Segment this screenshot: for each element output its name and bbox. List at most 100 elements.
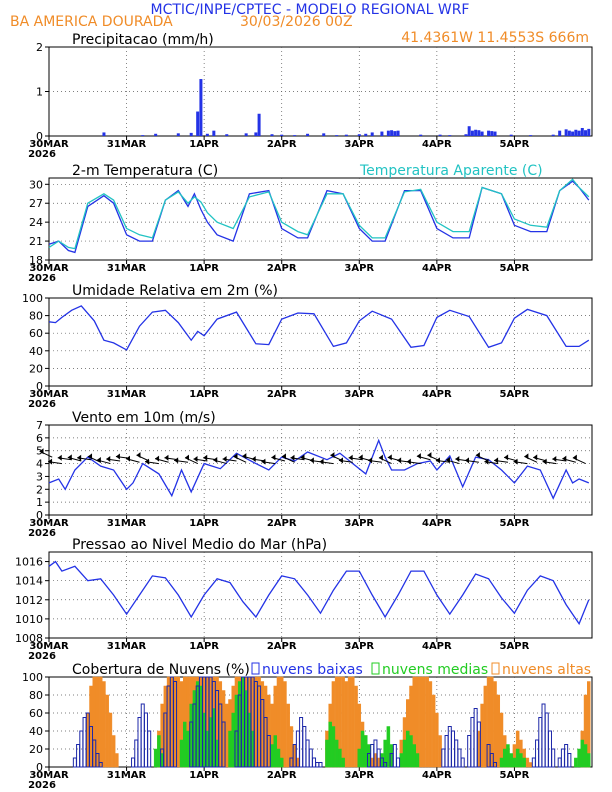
panel-precip: 0 1 2 30MAR 31MAR 1APR 2APR 3APR 4APR 5APR 2026 Pre… [28, 32, 593, 160]
panel-title: Cobertura de Nuvens (%) [72, 662, 250, 678]
panel-frame [48, 297, 593, 387]
cloud-bar-nuvens-altas [351, 676, 355, 768]
wind-arrow-head [184, 454, 189, 461]
cloud-bar-nuvens-baixas [567, 753, 572, 768]
wind-arrow-head [106, 456, 111, 463]
precip-bar [357, 134, 361, 136]
wind-arrow-head [416, 453, 421, 460]
cloud-bar-nuvens-medias [499, 757, 504, 768]
x-tick-label: 30MAR [29, 139, 69, 150]
wind-arrow-head [475, 452, 480, 459]
x-tick-label: 4APR [422, 139, 452, 150]
y-tick-label: 100 [22, 671, 43, 684]
cloud-bar-nuvens-baixas [460, 757, 465, 768]
y-tick-label: 4 [36, 458, 43, 471]
cloud-bar-nuvens-altas [431, 694, 436, 768]
precip-bar [154, 133, 158, 136]
cloud-bar-nuvens-baixas [221, 721, 226, 768]
wind-arrow-head [465, 457, 470, 464]
cloud-bar-nuvens-medias [334, 739, 339, 768]
precip-bar [470, 130, 474, 136]
precip-bar [257, 113, 261, 136]
x-tick-label: 4APR [422, 263, 452, 274]
series-line-humidity-0 [48, 305, 590, 351]
cloud-bar-nuvens-altas [418, 676, 423, 768]
wind-arrow-head [524, 453, 529, 460]
x-axis-year: 2026 [28, 399, 56, 410]
precip-bar [587, 128, 591, 136]
y-tick-label: 24 [29, 216, 43, 229]
wind-arrow-head [145, 458, 150, 465]
legend-label: nuvens medias [382, 662, 488, 678]
panel-title: Pressao ao Nivel Medio do Mar (hPa) [72, 537, 327, 553]
x-tick-label: 30MAR [29, 641, 69, 652]
cloud-bar-nuvens-baixas [173, 681, 178, 768]
wind-arrow-head [455, 456, 460, 463]
cloud-bar-nuvens-medias [522, 757, 526, 768]
precip-bar [464, 134, 468, 136]
precip-bar [577, 130, 581, 136]
x-tick-label: 5APR [500, 641, 530, 652]
precip-bar [306, 133, 310, 136]
y-tick-label: 6 [36, 432, 43, 445]
y-tick-label: 20 [29, 362, 43, 375]
cloud-bar-nuvens-medias [574, 757, 578, 768]
cloud-bar-nuvens-medias [519, 753, 523, 768]
precip-bar [529, 135, 533, 136]
cloud-bar-nuvens-medias [179, 739, 184, 768]
precip-bar [574, 129, 578, 136]
y-tick-label: 60 [29, 707, 43, 720]
cloud-bar-nuvens-medias [279, 757, 284, 768]
wind-arrow-head [513, 458, 518, 465]
x-tick-label: 1APR [189, 139, 219, 150]
cloud-bar-nuvens-altas [105, 694, 109, 768]
precip-bar [102, 132, 106, 136]
wind-arrow-head [222, 456, 227, 463]
wind-arrow-head [281, 453, 286, 460]
series-line-pressure-0 [48, 560, 590, 626]
x-axis-year: 2026 [28, 780, 56, 791]
data-humidity [48, 305, 590, 351]
y-tick-label: 1014 [15, 575, 43, 588]
precip-bar [490, 131, 494, 136]
x-tick-label: 4APR [422, 770, 452, 781]
wind-arrow-head [115, 453, 120, 460]
cloud-bar-nuvens-medias [328, 721, 332, 768]
cloud-bar-nuvens-medias [512, 757, 517, 768]
wind-arrow-head [427, 452, 432, 459]
cloud-bar-nuvens-altas [176, 676, 181, 768]
cloud-bar-nuvens-medias [399, 753, 404, 768]
wind-arrow-head [233, 453, 238, 460]
precip-bar [189, 132, 193, 136]
header-run: 30/03/2026 00Z [240, 14, 353, 30]
wind-arrow-head [300, 454, 305, 461]
x-axis-year: 2026 [28, 149, 56, 160]
precip-bar [564, 129, 568, 136]
wind-arrow-head [338, 457, 343, 464]
cloud-bar-nuvens-baixas [551, 748, 556, 768]
x-tick-label: 31MAR [107, 770, 147, 781]
wind-arrow-head [562, 455, 567, 462]
cloud-bar-nuvens-baixas [396, 757, 401, 768]
precip-bar [199, 79, 203, 136]
wind-arrow-head [552, 456, 557, 463]
precip-bar [205, 133, 209, 136]
wind-arrow-head [193, 456, 198, 463]
x-tick-label: 1APR [189, 641, 219, 652]
y-tick-label: 40 [29, 345, 43, 358]
data-precip [102, 79, 591, 136]
wind-arrow-head [542, 458, 547, 465]
wind-arrow-head [155, 455, 160, 462]
precip-bar [567, 130, 571, 136]
wind-arrow-head [136, 452, 141, 459]
wind-arrow-head [397, 457, 402, 464]
precip-bar [474, 129, 478, 136]
precip-bar [509, 134, 513, 136]
y-tick-label: 80 [29, 310, 43, 323]
cloud-bar-nuvens-altas [279, 676, 284, 768]
cloud-bar-nuvens-altas [435, 712, 439, 768]
x-tick-label: 4APR [422, 641, 452, 652]
x-tick-label: 31MAR [107, 263, 147, 274]
